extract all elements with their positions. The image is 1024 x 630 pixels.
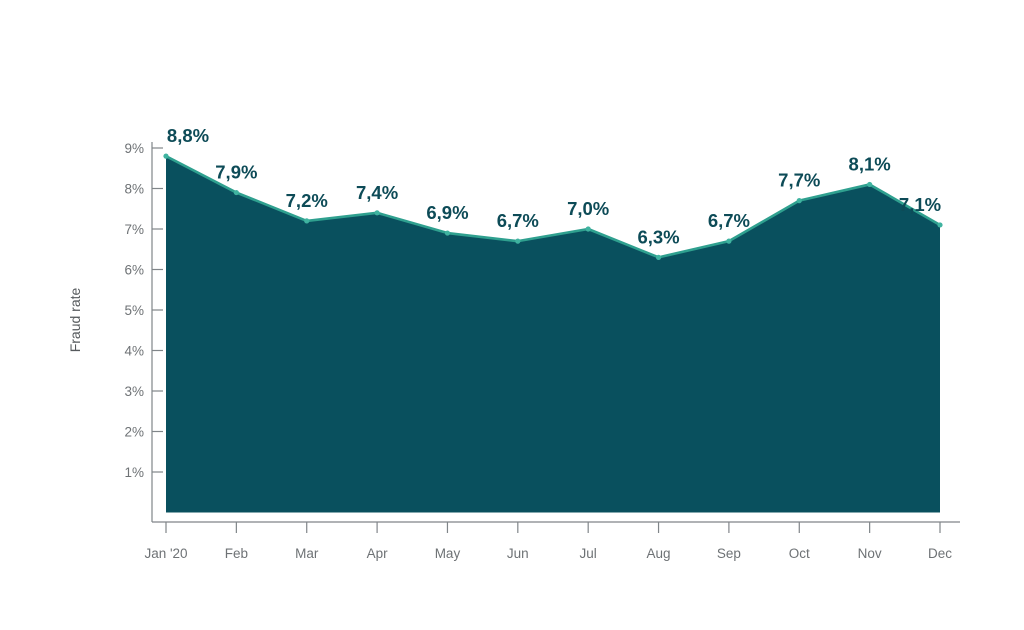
data-point-marker	[163, 153, 169, 159]
area-fill	[166, 156, 940, 513]
x-tick-label: Mar	[295, 546, 319, 561]
data-point-marker	[515, 238, 521, 244]
x-tick-label: Oct	[789, 546, 810, 561]
data-point-marker	[867, 181, 873, 188]
y-tick-label: 3%	[124, 384, 144, 399]
y-tick-label: 4%	[124, 344, 144, 359]
data-point-marker	[937, 222, 943, 228]
data-point-marker	[726, 238, 732, 244]
x-tick-label: May	[435, 546, 461, 561]
data-point-label: 6,7%	[497, 210, 539, 231]
data-point-marker	[796, 198, 802, 204]
data-point-marker	[444, 230, 451, 236]
data-point-label: 7,4%	[356, 182, 398, 203]
x-tick-label: Nov	[858, 546, 882, 561]
y-tick-label: 7%	[124, 222, 144, 237]
y-axis-title-text: Fraud rate	[67, 287, 83, 352]
x-tick-label: Jul	[580, 546, 597, 561]
x-axis-ticks: Jan '20 Feb Mar Apr May Jun Jul Aug Sep Oct Nov Dec	[144, 522, 952, 561]
data-point-marker	[233, 189, 239, 196]
data-point-markers	[163, 153, 943, 260]
y-tick-label: 5%	[124, 303, 144, 318]
x-tick-label: Jan '20	[144, 546, 187, 561]
x-tick-label: Sep	[717, 546, 741, 561]
y-tick-label: 6%	[124, 263, 144, 278]
y-tick-label: 8%	[124, 182, 144, 197]
data-point-marker	[655, 254, 662, 260]
data-point-label: 7,7%	[778, 170, 820, 191]
data-point-labels: 8,8% 7,9% 7,2% 7,4% 6,9% 6,7% 7,0% 6,3% 6,7% 7,7%…	[167, 125, 941, 247]
y-tick-label: 1%	[124, 465, 144, 480]
data-point-label: 7,1%	[899, 194, 941, 215]
data-point-label: 6,9%	[426, 202, 468, 223]
x-tick-label: Feb	[225, 546, 248, 561]
x-tick-label: Apr	[367, 546, 389, 561]
y-axis-ticks: 1% 2% 3% 4% 5% 6% 7% 8% 9%	[124, 141, 163, 480]
data-point-marker	[304, 218, 310, 224]
data-point-label: 6,7%	[708, 210, 750, 231]
y-axis-title: Fraud rate	[67, 287, 83, 352]
y-tick-label: 2%	[124, 425, 144, 440]
data-point-marker	[374, 210, 380, 216]
data-point-label: 7,0%	[567, 198, 609, 219]
data-point-marker	[585, 226, 591, 232]
x-tick-label: Jun	[507, 546, 529, 561]
x-tick-label: Aug	[647, 546, 671, 561]
x-tick-label: Dec	[928, 546, 952, 561]
data-point-label: 7,2%	[286, 190, 328, 211]
data-point-label: 7,9%	[215, 162, 257, 183]
series-line	[164, 154, 942, 259]
y-tick-label: 9%	[124, 141, 144, 156]
data-point-label: 8,8%	[167, 125, 209, 146]
data-point-label: 6,3%	[637, 226, 679, 247]
data-point-label: 8,1%	[849, 153, 891, 174]
